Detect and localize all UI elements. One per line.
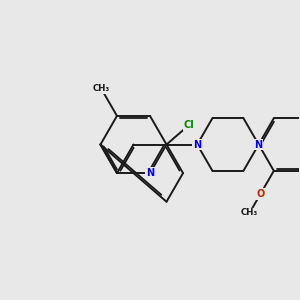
Text: CH₃: CH₃ (241, 208, 258, 217)
Text: N: N (146, 168, 154, 178)
Text: N: N (255, 140, 263, 149)
Text: N: N (193, 140, 201, 149)
Text: O: O (256, 189, 265, 199)
Text: CH₃: CH₃ (93, 84, 110, 93)
Text: Cl: Cl (184, 120, 194, 130)
